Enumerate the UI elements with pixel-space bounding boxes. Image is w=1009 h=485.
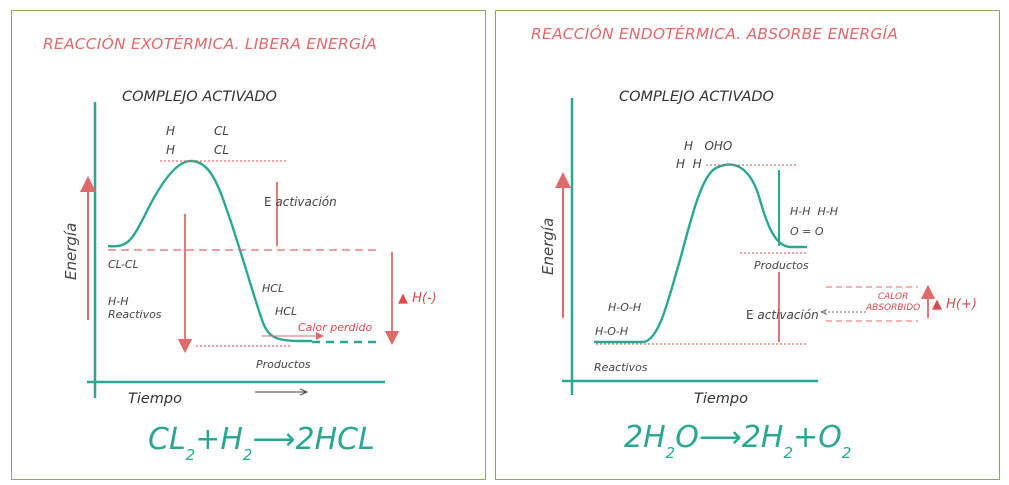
- endo-formula: 2H2O⟶2H2+O2: [624, 420, 852, 462]
- endo-complejo-label: COMPLEJO ACTIVADO: [619, 89, 774, 105]
- exo-hcl-1: HCL: [262, 282, 285, 295]
- exo-productos-label: Productos: [256, 358, 311, 371]
- exo-axes: [87, 102, 385, 398]
- exo-calor-perdido: Calor perdido: [298, 321, 373, 334]
- exo-atom-h2: H: [166, 143, 176, 157]
- exo-formula: CL2+H2⟶2HCL: [148, 422, 375, 464]
- exo-energy-curve: [107, 159, 312, 343]
- exo-x-axis-label: Tiempo: [128, 391, 183, 407]
- exo-reactant-molecule: CL-CL: [108, 258, 139, 271]
- exo-reactivos-label: Reactivos: [108, 308, 162, 321]
- endo-y-axis-label: Energía: [539, 217, 557, 275]
- endo-calor-absorbido: CALOR ABSORBIDO: [866, 292, 921, 313]
- endo-products-o: O = O: [790, 225, 824, 238]
- endo-reactivos-label: Reactivos: [594, 361, 648, 374]
- exo-atom-h1: H: [166, 124, 176, 138]
- endo-delta-h: ▲ H(+): [932, 297, 977, 312]
- exo-delta-h: ▲ H(-): [398, 291, 437, 306]
- exo-complejo-label: COMPLEJO ACTIVADO: [122, 89, 277, 105]
- exo-y-axis-label: Energía: [62, 222, 80, 280]
- endo-e-activacion: E activación: [746, 308, 819, 322]
- endo-title: REACCIÓN ENDOTÉRMICA. ABSORBE ENERGÍA: [531, 25, 899, 43]
- endo-products-bonds: H-H H-H: [790, 205, 839, 218]
- endo-atoms-row2: H H: [676, 157, 702, 171]
- endo-atoms-row1: H OHO: [684, 139, 733, 153]
- endo-energy-curve: [594, 163, 807, 344]
- exo-e-activacion: E activación: [264, 195, 337, 209]
- exo-atom-cl1: CL: [214, 124, 230, 138]
- exo-title: REACCIÓN EXOTÉRMICA. LIBERA ENERGÍA: [43, 35, 377, 53]
- exo-hcl-2: HCL: [275, 305, 298, 318]
- endo-axes: [562, 98, 818, 395]
- endothermic-panel: [495, 10, 1000, 480]
- endo-hoh-2: H-O-H: [595, 325, 629, 338]
- exo-reactant-h: H-H: [108, 295, 129, 308]
- endo-productos-label: Productos: [754, 259, 809, 272]
- endo-x-axis-label: Tiempo: [694, 391, 749, 407]
- exo-atom-cl2: CL: [214, 143, 230, 157]
- endo-hoh-1: H-O-H: [608, 301, 642, 314]
- exothermic-panel: [11, 10, 486, 480]
